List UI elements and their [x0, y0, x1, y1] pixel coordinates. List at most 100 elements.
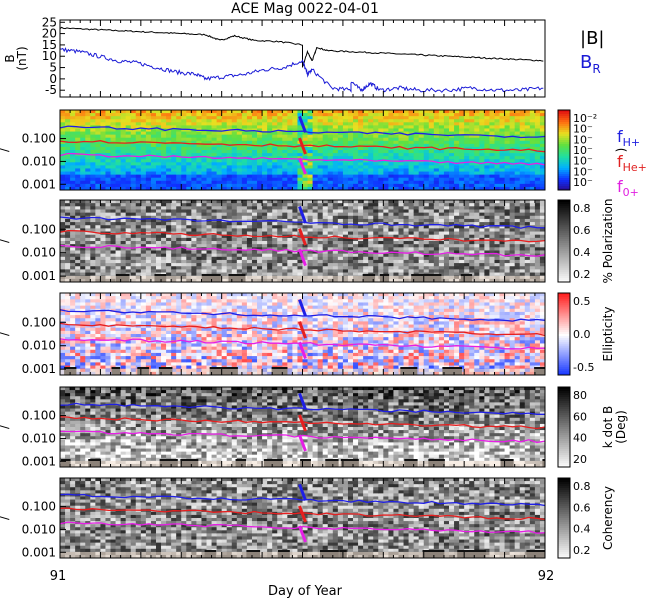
power-cell — [262, 171, 268, 176]
power-cell — [332, 143, 339, 148]
power-cell — [504, 119, 511, 123]
power-cell — [418, 116, 425, 120]
polarization-cell — [186, 231, 192, 236]
power-cell — [246, 137, 253, 142]
power-cell — [171, 146, 177, 151]
polarization-cell — [282, 212, 288, 217]
power-cell — [433, 122, 440, 126]
polarization-cell — [383, 234, 389, 239]
power-cell — [307, 180, 313, 185]
polarization-cell — [438, 215, 445, 220]
polarization-cell — [277, 259, 283, 264]
power-cell — [363, 168, 369, 172]
power-cell — [60, 113, 66, 117]
polarization-cell — [459, 247, 465, 251]
polarization-cell — [438, 272, 445, 277]
power-cell — [327, 131, 334, 136]
power-cell — [413, 186, 420, 190]
power-cell — [130, 159, 137, 163]
power-cell — [342, 159, 349, 163]
polarization-cell — [231, 231, 238, 236]
power-cell — [246, 183, 253, 188]
polarization-cell — [317, 228, 324, 232]
power-cell — [297, 134, 303, 139]
power-cell — [287, 174, 293, 179]
power-cell — [120, 122, 127, 126]
power-cell — [115, 125, 122, 129]
power-cell — [115, 162, 122, 166]
polarization-cell — [464, 203, 470, 207]
power-cell — [519, 174, 526, 179]
polarization-cell — [115, 218, 122, 223]
polarization-cell — [312, 256, 319, 261]
polarization-cell — [347, 241, 354, 245]
polarization-cell — [115, 215, 122, 220]
polarization-cell — [408, 266, 415, 270]
polarization-cell — [150, 263, 157, 267]
power-cell — [145, 110, 152, 114]
polarization-cell — [171, 237, 177, 242]
power-cell — [75, 186, 81, 190]
polarization-cell — [454, 200, 460, 204]
polarization-cell — [206, 206, 212, 210]
power-cell — [181, 134, 187, 139]
power-cell — [307, 116, 313, 120]
power-cell — [524, 186, 531, 190]
polarization-cell — [307, 263, 313, 267]
power-cell — [292, 128, 298, 132]
polarization-cell — [449, 234, 455, 239]
polarization-cell — [110, 256, 116, 261]
polarization-cell — [469, 266, 475, 270]
power-cell — [353, 150, 359, 154]
field-line-btotal — [60, 26, 544, 68]
polarization-cell — [145, 234, 152, 239]
polarization-cell — [332, 263, 339, 267]
polarization-cell — [150, 203, 157, 207]
polarization-cell — [474, 209, 480, 214]
power-cell — [100, 168, 106, 172]
polarization-cell — [251, 200, 258, 204]
polarization-cell — [150, 218, 157, 223]
power-cell — [110, 134, 116, 139]
power-cell — [307, 168, 313, 172]
power-cell — [125, 174, 132, 179]
power-cell — [277, 150, 283, 154]
power-cell — [70, 174, 76, 179]
power-cell — [150, 183, 157, 188]
power-cell — [241, 186, 248, 190]
power-cell — [206, 131, 212, 136]
power-cell — [449, 180, 455, 185]
polarization-cell — [115, 206, 122, 210]
polarization-cell — [347, 203, 354, 207]
power-cell — [297, 165, 303, 169]
polarization-cell — [186, 272, 192, 277]
power-cell — [191, 125, 197, 129]
power-cell — [418, 128, 425, 132]
power-cell — [100, 143, 106, 148]
field-ytick-label: 0 — [49, 72, 57, 86]
polarization-cell — [95, 266, 101, 270]
power-cell — [150, 125, 157, 129]
polarization-cell — [181, 272, 187, 277]
polarization-cell — [459, 241, 465, 245]
polarization-cell — [443, 215, 450, 220]
power-cell — [65, 122, 71, 126]
polarization-cell — [176, 259, 182, 264]
power-cell — [110, 110, 116, 114]
polarization-cell — [110, 241, 116, 245]
polarization-cell — [373, 250, 379, 255]
polarization-cell — [449, 215, 455, 220]
polarization-cell — [75, 200, 81, 204]
polarization-cell — [221, 209, 228, 214]
polarization-cell — [438, 203, 445, 207]
polarization-cell — [196, 212, 202, 217]
power-cell — [539, 119, 545, 123]
power-cell — [393, 171, 399, 176]
power-cell — [262, 150, 268, 154]
power-cell — [246, 146, 253, 151]
polarization-cell — [161, 266, 167, 270]
power-cell — [246, 180, 253, 185]
power-cell — [140, 177, 147, 182]
power-cell — [95, 113, 101, 117]
power-cell — [206, 162, 212, 166]
